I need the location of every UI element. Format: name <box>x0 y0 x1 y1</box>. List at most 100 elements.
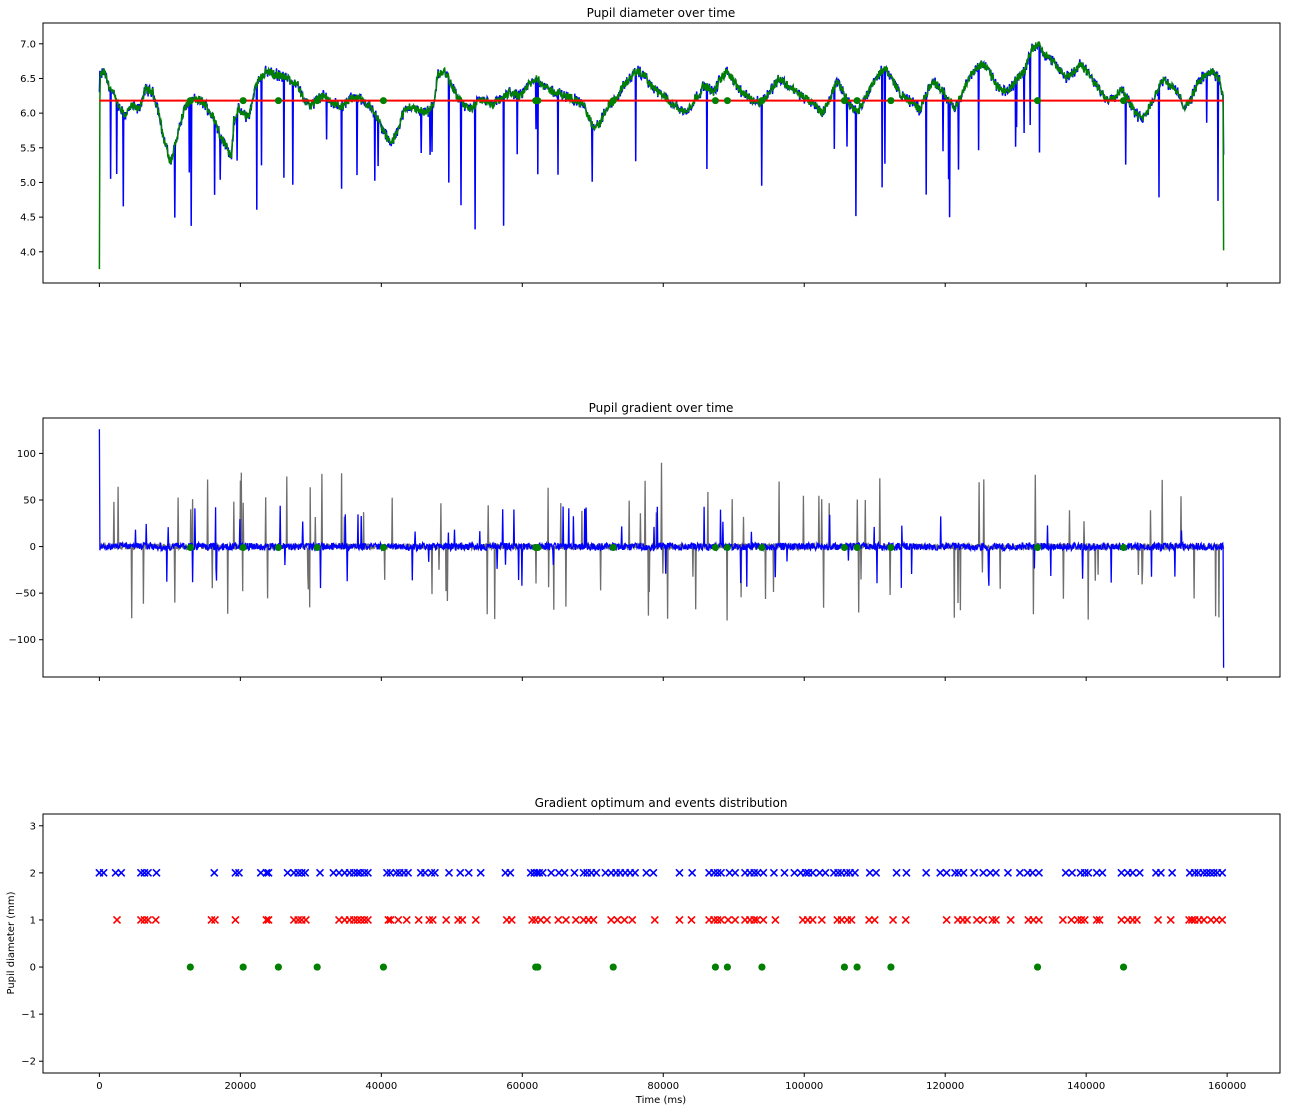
event-marker <box>853 544 861 551</box>
scatter-point-x <box>970 868 979 877</box>
y-tick-label: −50 <box>15 589 36 600</box>
scatter-point-x <box>592 868 601 877</box>
y-tick-label: 5.5 <box>20 143 36 154</box>
scatter-point-x <box>386 915 395 925</box>
scatter-point-dot <box>534 963 542 971</box>
x-tick-label: 20000 <box>224 1081 256 1092</box>
scatter-point-x <box>384 915 393 925</box>
plot-area <box>98 429 1225 668</box>
scatter-point-x <box>991 915 1001 925</box>
scatter-point-x <box>528 915 537 925</box>
scatter-point-x <box>1199 915 1208 925</box>
scatter-point-x <box>349 868 358 877</box>
y-tick-label: 0 <box>30 542 36 553</box>
scatter-point-x <box>1073 915 1082 925</box>
x-ticks <box>98 677 1228 681</box>
scatter-point-x <box>442 915 451 925</box>
scatter-point-x <box>790 868 799 877</box>
event-marker <box>840 97 848 105</box>
scatter-point-dot <box>853 963 861 971</box>
scatter-point-x <box>1156 868 1165 877</box>
scatter-point-dot <box>758 963 766 971</box>
series-line-smoothed <box>98 41 1225 270</box>
scatter-point-x <box>392 868 401 877</box>
panel-diameter: Pupil diameter over time 4.0 4.5 5.0 5.5 6.0… <box>20 6 1281 287</box>
scatter-point-x <box>283 868 292 877</box>
panel-gradient: Pupil gradient over time −100 −50 0 50 100 <box>9 401 1281 681</box>
scatter-point-x <box>571 915 580 925</box>
event-marker <box>758 544 766 551</box>
scatter-point-x <box>506 868 515 877</box>
scatter-point-x <box>942 868 951 877</box>
scatter-point-x <box>210 868 219 877</box>
scatter-point-x <box>1128 868 1137 877</box>
y-tick-label: 6.5 <box>20 74 36 85</box>
scatter-point-x <box>613 915 622 925</box>
scatter-point-x <box>942 915 951 925</box>
axes-frame <box>42 813 1281 1074</box>
scatter-point-x <box>902 868 911 877</box>
scatter-point-x <box>979 868 988 877</box>
scatter-point-dot <box>887 963 895 971</box>
scatter-point-x <box>1080 915 1089 925</box>
series-line-raw-gradient <box>99 462 1225 621</box>
event-marker <box>239 97 247 105</box>
scatter-point-x <box>1080 868 1089 877</box>
scatter-point-x <box>428 915 437 925</box>
scatter-point-dot <box>186 963 194 971</box>
scatter-point-x <box>425 915 434 925</box>
scatter-point-x <box>750 915 759 925</box>
scatter-point-x <box>420 868 430 877</box>
x-tick-label: 60000 <box>506 1081 538 1092</box>
scatter-point-x <box>1098 868 1107 877</box>
scatter-point-x <box>842 868 851 877</box>
scatter-point-x <box>1092 915 1101 925</box>
scatter-point-x <box>1084 868 1093 877</box>
event-marker <box>723 97 731 105</box>
scatter-point-x <box>750 868 759 877</box>
scatter-point-x <box>631 868 640 877</box>
x-tick-label: 40000 <box>365 1081 397 1092</box>
scatter-point-x <box>872 868 881 877</box>
scatter-point-x <box>404 868 413 877</box>
scatter-point-x <box>991 868 1001 877</box>
panel-events: Gradient optimum and events distribution… <box>6 796 1281 1106</box>
scatter-point-x <box>771 915 780 925</box>
scatter-point-x <box>231 868 240 877</box>
plot-area <box>95 868 1227 971</box>
y-tick-label: 3 <box>30 821 36 832</box>
scatter-point-dot <box>840 963 849 971</box>
scatter-point-x <box>1199 868 1208 877</box>
y-tick-label: 5.0 <box>20 178 36 189</box>
scatter-point-x <box>865 868 874 877</box>
scatter-point-x <box>264 868 273 877</box>
scatter-point-x <box>808 868 817 877</box>
y-tick-label: 50 <box>23 495 36 506</box>
scatter-point-x <box>143 915 153 925</box>
event-marker <box>1034 97 1042 105</box>
scatter-point-dot <box>274 963 283 971</box>
scatter-point-x <box>151 915 160 925</box>
scatter-point-x <box>1187 915 1196 925</box>
y-ticks: −100 −50 0 50 100 <box>9 449 43 646</box>
scatter-point-x <box>1168 868 1177 877</box>
y-tick-label: 0 <box>30 963 36 974</box>
scatter-point-x <box>1006 915 1015 925</box>
x-tick-label: 160000 <box>1208 1081 1246 1092</box>
scatter-point-x <box>231 915 240 925</box>
scatter-point-x <box>833 868 843 877</box>
event-marker <box>840 544 848 551</box>
event-marker <box>1034 544 1042 551</box>
scatter-point-x <box>589 915 598 925</box>
scatter-point-x <box>1209 868 1218 877</box>
scatter-point-x <box>301 915 310 925</box>
scatter-point-x <box>99 868 108 877</box>
scatter-point-x <box>628 915 637 925</box>
scatter-point-x <box>535 868 544 877</box>
scatter-point-x <box>536 915 545 925</box>
scatter-point-x <box>988 915 997 925</box>
scatter-point-x <box>476 868 485 877</box>
y-tick-label: 2 <box>30 868 36 879</box>
x-tick-label: 100000 <box>785 1081 823 1092</box>
y-ticks: −2 −1 0 1 2 3 <box>21 821 43 1068</box>
